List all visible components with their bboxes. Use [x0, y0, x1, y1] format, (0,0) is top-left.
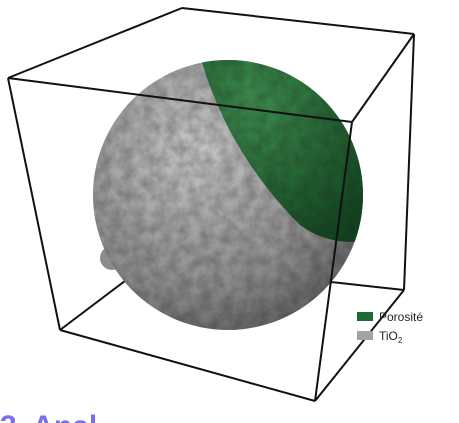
legend-label-text: Porosité	[379, 310, 423, 324]
sphere	[90, 40, 380, 335]
page: PorositéTiO2 3. Anal (() => { const data…	[0, 0, 459, 423]
legend-label-text: TiO	[379, 329, 398, 343]
figure: Porosité TiO2 3. Anal	[0, 0, 459, 423]
heading: 3. Anal	[0, 410, 97, 423]
legend-swatch	[357, 331, 373, 340]
legend-label: Porosité	[379, 310, 423, 324]
legend-label-subscript: 2	[398, 336, 403, 345]
legend-label: TiO2	[379, 329, 403, 345]
legend-swatch	[357, 312, 373, 321]
legend: Porosité TiO2	[357, 310, 423, 345]
